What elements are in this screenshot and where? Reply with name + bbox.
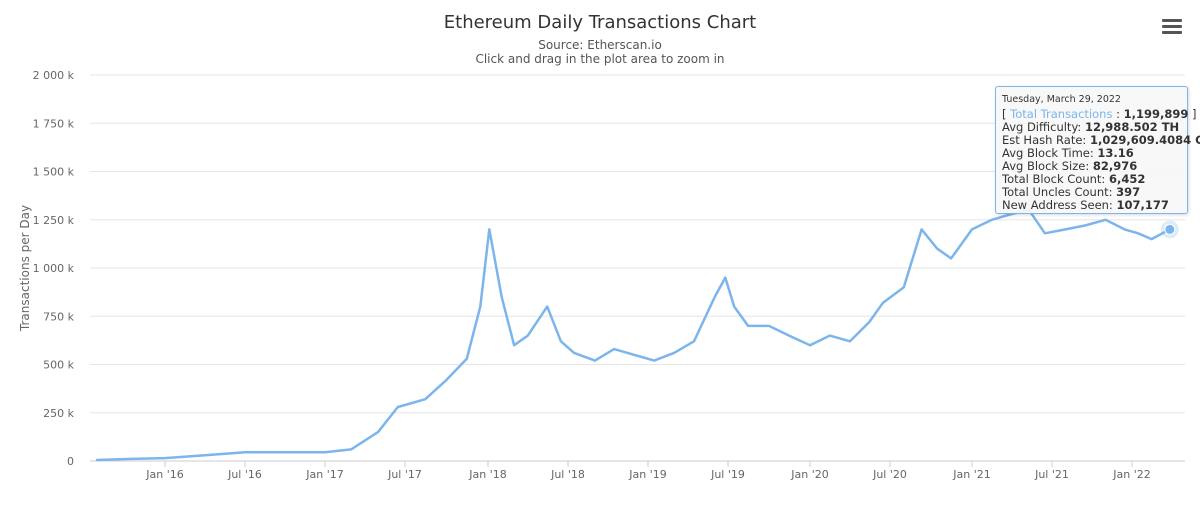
data-point-tooltip: Tuesday, March 29, 2022 [ Total Transact…: [995, 86, 1200, 214]
series-layer: [95, 208, 1179, 462]
tooltip-series-name: Total Transactions: [1010, 107, 1113, 121]
y-axis-title: Transactions per Day: [18, 205, 32, 332]
x-tick-label: Jan '22: [1112, 468, 1150, 481]
x-tick-label: Jul '20: [872, 468, 907, 481]
tooltip-row: Total Block Count: 6,452: [1002, 173, 1181, 186]
tooltip-row-label: Est Hash Rate:: [1002, 133, 1090, 147]
chart-title: Ethereum Daily Transactions Chart: [443, 12, 757, 33]
hamburger-menu-icon[interactable]: [1160, 16, 1184, 36]
tooltip-row-value: 13.16: [1097, 146, 1134, 160]
tooltip-row: Avg Block Time: 13.16: [1002, 147, 1181, 160]
x-tick-label: Jul '16: [227, 468, 262, 481]
tooltip-row-label: Avg Block Size:: [1002, 159, 1093, 173]
tooltip-row: Avg Difficulty: 12,988.502 TH: [1002, 121, 1181, 134]
tooltip-row-value: 82,976: [1092, 159, 1138, 173]
tooltip-row: Est Hash Rate: 1,029,609.4084 GH: [1002, 133, 1200, 147]
tooltip-series-line: [ Total Transactions : 1,199,899 ]: [1002, 107, 1197, 121]
x-tick-label: Jan '16: [145, 468, 183, 481]
tooltip-row-value: 1,029,609.4084 GH: [1089, 133, 1200, 147]
tooltip-series-separator: :: [1112, 107, 1124, 121]
tooltip-row-value: 397: [1116, 185, 1141, 199]
chart-subtitle-source: Source: Etherscan.io: [538, 38, 662, 52]
tooltip-row-label: Total Block Count:: [1002, 172, 1109, 186]
y-tick-label: 1 500 k: [33, 166, 75, 179]
tooltip-date: Tuesday, March 29, 2022: [1002, 94, 1121, 105]
axes: 0 250 k 500 k 750 k 1 000 k 1 250 k 1 500 k 1 7…: [33, 69, 1151, 481]
y-tick-label: 750 k: [43, 310, 74, 323]
menu-bar-line: [1162, 25, 1182, 28]
tooltip-row: Total Uncles Count: 397: [1002, 186, 1181, 199]
y-tick-label: 1 000 k: [33, 262, 75, 275]
tooltip-row-value: 107,177: [1116, 198, 1169, 212]
x-tick-label: Jan '20: [790, 468, 828, 481]
menu-bar-line: [1162, 31, 1182, 34]
x-tick-label: Jul '21: [1034, 468, 1069, 481]
tooltip-row-value: 6,452: [1108, 172, 1146, 186]
tooltip-row-label: Avg Difficulty:: [1002, 120, 1085, 134]
tooltip-row-label: Avg Block Time:: [1002, 146, 1098, 160]
y-tick-label: 1 750 k: [33, 117, 75, 130]
tooltip-bracket-open: [: [1002, 107, 1011, 121]
y-tick-label: 2 000 k: [33, 69, 75, 82]
x-tick-label: Jan '18: [468, 468, 506, 481]
x-tick-label: Jan '19: [628, 468, 666, 481]
y-tick-label: 250 k: [43, 407, 74, 420]
tooltip-series-value: 1,199,899: [1123, 107, 1189, 121]
x-tick-label: Jan '21: [952, 468, 990, 481]
y-tick-label: 1 250 k: [33, 214, 75, 227]
data-point-marker: [1164, 223, 1176, 235]
x-tick-label: Jan '17: [305, 468, 343, 481]
tooltip-bracket-close: ]: [1188, 107, 1197, 121]
tooltip-row-label: New Address Seen:: [1002, 198, 1117, 212]
tooltip-row-value: 12,988.502 TH: [1084, 120, 1180, 134]
y-tick-label: 0: [67, 455, 74, 468]
x-tick-label: Jul '17: [387, 468, 422, 481]
tooltip-row: New Address Seen: 107,177: [1002, 199, 1181, 212]
x-tick-label: Jul '19: [710, 468, 745, 481]
menu-bar-line: [1162, 19, 1182, 22]
y-tick-label: 500 k: [43, 359, 74, 372]
tooltip-rows: Avg Difficulty: 12,988.502 TH Est Hash Ra…: [1002, 121, 1200, 212]
series-line-total-transactions: [95, 208, 1172, 462]
chart-subtitle-zoom-hint: Click and drag in the plot area to zoom …: [475, 52, 725, 66]
tooltip-row: Avg Block Size: 82,976: [1002, 160, 1181, 173]
tooltip-row-label: Total Uncles Count:: [1002, 185, 1117, 199]
x-tick-label: Jul '18: [550, 468, 585, 481]
